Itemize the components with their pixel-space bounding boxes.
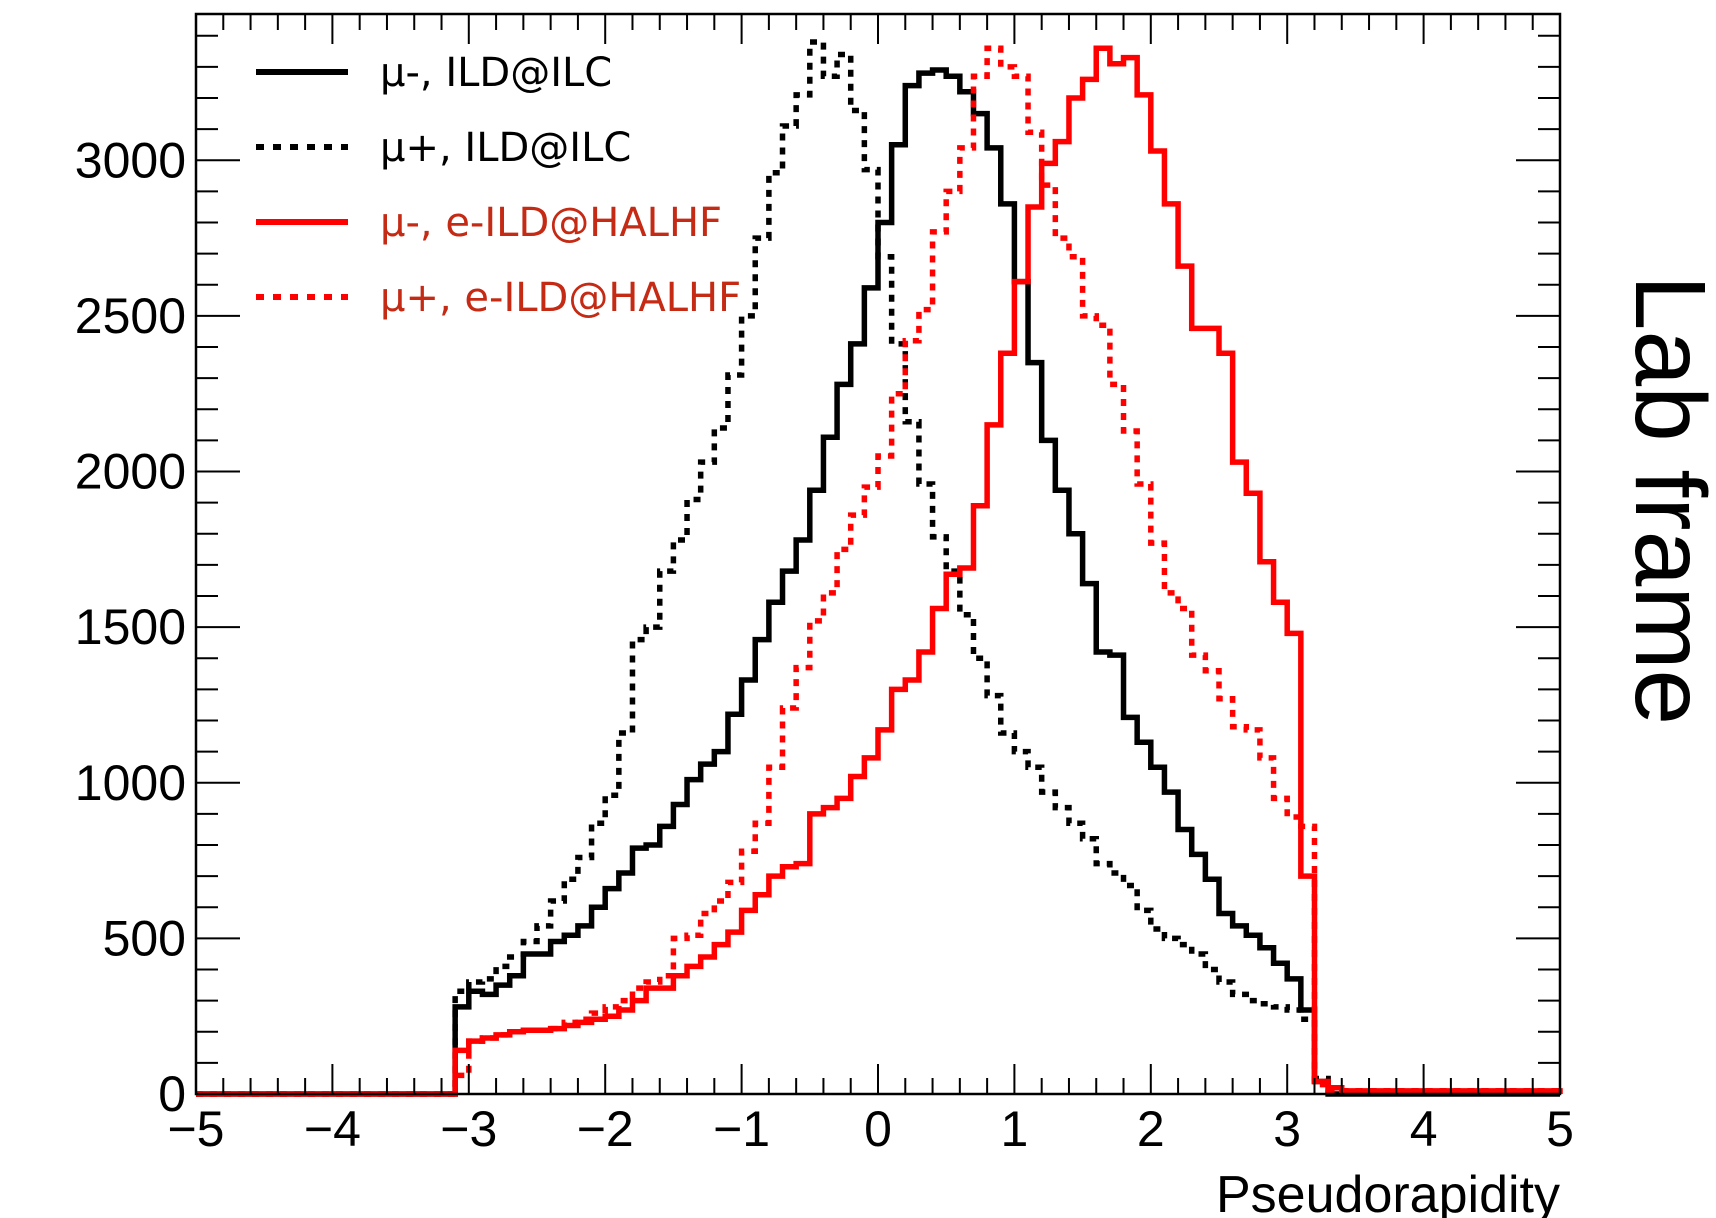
legend-label-2: μ+, ILD@ILC [380, 125, 631, 171]
x-tick-label: 1 [1000, 1101, 1028, 1157]
y-tick-label: 2000 [75, 444, 186, 500]
x-tick-label: −3 [440, 1101, 497, 1157]
x-tick-label: 0 [864, 1101, 892, 1157]
legend: μ-, ILD@ILC μ+, ILD@ILC μ-, e-ILD@HALHF μ+,… [256, 50, 741, 321]
y-axis-ticks [196, 34, 1560, 1095]
y-tick-label: 500 [103, 910, 186, 966]
x-tick-label: −4 [304, 1101, 361, 1157]
series-line-2 [196, 39, 1563, 1097]
x-tick-labels: −5 −4 −3 −2 −1 0 1 2 3 4 5 [167, 1101, 1573, 1157]
x-axis-ticks [195, 14, 1561, 1094]
x-tick-label: −2 [577, 1101, 634, 1157]
y-tick-label: 1500 [75, 599, 186, 655]
plot-frame [194, 12, 1562, 1096]
x-tick-label: −5 [167, 1101, 224, 1157]
y-tick-label: 2500 [75, 288, 186, 344]
x-tick-label: 3 [1273, 1101, 1301, 1157]
series-line-1 [196, 67, 1560, 1097]
x-tick-label: 5 [1546, 1101, 1574, 1157]
series-layer [196, 39, 1563, 1097]
legend-label-1: μ-, ILD@ILC [380, 50, 612, 96]
x-tick-label: 4 [1410, 1101, 1438, 1157]
series-line-4 [196, 45, 1563, 1097]
legend-label-3: μ-, e-ILD@HALHF [380, 200, 722, 246]
legend-label-4: μ+, e-ILD@HALHF [380, 275, 741, 321]
y-tick-labels: 0 500 1000 1500 2000 2500 3000 [75, 132, 186, 1122]
x-tick-label: 2 [1137, 1101, 1165, 1157]
y-tick-label: 3000 [75, 132, 186, 188]
y-tick-label: 1000 [75, 755, 186, 811]
x-axis-title: Pseudorapidity [1216, 1166, 1560, 1218]
series-line-3 [196, 45, 1563, 1097]
x-tick-label: −1 [713, 1101, 770, 1157]
side-title: Lab frame [1614, 275, 1716, 725]
y-tick-label: 0 [158, 1066, 186, 1122]
